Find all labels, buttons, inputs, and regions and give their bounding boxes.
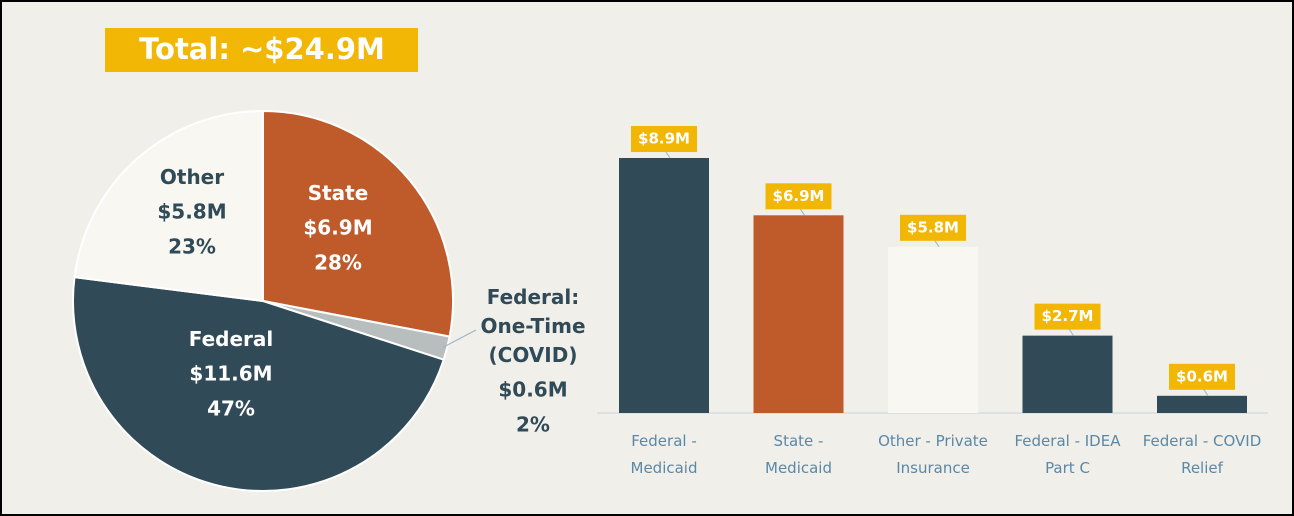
- x-tick-label: State -Medicaid: [765, 432, 832, 477]
- slice-label: Federal: [189, 327, 274, 351]
- bar: [888, 246, 978, 413]
- slice-amount: $11.6M: [189, 362, 272, 386]
- value-label-box: [765, 183, 832, 210]
- slice-label: State: [308, 181, 369, 205]
- x-tick-label: Federal -Medicaid: [631, 432, 698, 477]
- value-label: $2.7M: [1042, 307, 1094, 325]
- slice-label: Other: [160, 165, 224, 189]
- slice-percent: 28%: [314, 251, 362, 275]
- chart-title: Total: ~$24.9M: [139, 32, 385, 66]
- pie-slice: [262, 109, 454, 338]
- bar: [1157, 395, 1247, 413]
- value-label: $8.9M: [638, 130, 690, 148]
- value-label: $6.9M: [773, 187, 825, 205]
- value-label-box: [900, 214, 966, 241]
- bar: [1022, 335, 1113, 413]
- value-label: $5.8M: [907, 218, 959, 236]
- value-label-box: [631, 126, 697, 152]
- x-tick-label: Federal - COVID Relief: [1143, 432, 1262, 477]
- title-banner: [105, 28, 418, 72]
- pie-slice: [73, 109, 264, 303]
- bar: [753, 215, 844, 413]
- slice-amount: $0.6M: [498, 378, 567, 402]
- slice-percent: 2%: [516, 413, 550, 437]
- slice-percent: 23%: [168, 235, 216, 259]
- leader-line: [442, 329, 477, 348]
- slice-label: Federal: One-Time (COVID): [480, 285, 585, 367]
- slice-percent: 47%: [207, 397, 255, 421]
- x-tick-label: Other - Private Insurance: [878, 432, 988, 477]
- slice-amount: $5.8M: [157, 200, 226, 224]
- value-label: $0.6M: [1176, 367, 1228, 385]
- value-label-box: [1034, 303, 1101, 330]
- value-label-box: [1169, 363, 1235, 390]
- x-tick-label: Federal - IDEA Part C: [1015, 432, 1122, 477]
- pie-slice: [72, 276, 445, 492]
- slice-amount: $6.9M: [303, 216, 372, 240]
- bar: [619, 158, 709, 413]
